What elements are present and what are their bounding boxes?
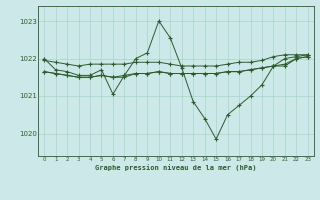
- X-axis label: Graphe pression niveau de la mer (hPa): Graphe pression niveau de la mer (hPa): [95, 164, 257, 171]
